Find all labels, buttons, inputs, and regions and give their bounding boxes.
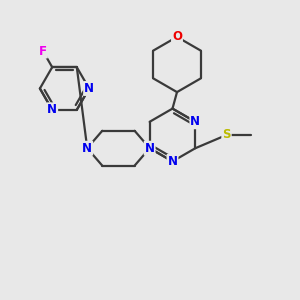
Text: N: N (190, 115, 200, 128)
Text: N: N (84, 82, 94, 95)
Text: N: N (47, 103, 57, 116)
Text: N: N (145, 142, 154, 155)
Text: F: F (39, 45, 47, 58)
Text: O: O (172, 30, 182, 44)
Text: N: N (82, 142, 92, 155)
Text: N: N (167, 155, 178, 168)
Text: S: S (222, 128, 231, 142)
